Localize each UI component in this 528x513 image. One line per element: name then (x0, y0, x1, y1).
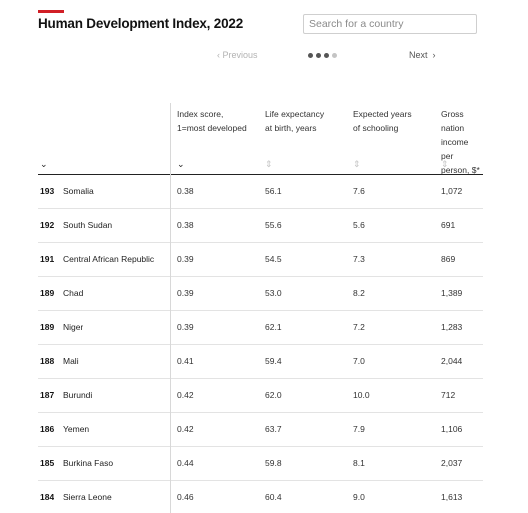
page-dot-3[interactable] (324, 53, 329, 58)
next-label: Next (409, 50, 428, 60)
gni-cell: 1,613 (441, 492, 463, 502)
page-dot-1[interactable] (308, 53, 313, 58)
index-cell: 0.39 (177, 288, 194, 298)
rank-cell: 189 (40, 322, 55, 332)
sort-updown-icon[interactable]: ⇕ (441, 159, 449, 169)
table-row[interactable]: 193 Somalia 0.38 56.1 7.6 1,072 (38, 175, 483, 209)
schooling-cell: 7.9 (353, 424, 365, 434)
schooling-cell: 10.0 (353, 390, 370, 400)
gni-cell: 1,283 (441, 322, 463, 332)
rank-cell: 185 (40, 458, 55, 468)
country-cell: South Sudan (63, 220, 113, 230)
column-header-life: Life expectancy at birth, years (265, 109, 325, 133)
index-cell: 0.46 (177, 492, 194, 502)
column-divider (170, 103, 171, 513)
country-cell: Somalia (63, 186, 94, 196)
column-header-school: Expected years of schooling (353, 109, 412, 133)
life-expectancy-cell: 63.7 (265, 424, 282, 434)
schooling-cell: 7.3 (353, 254, 365, 264)
page-dot-2[interactable] (316, 53, 321, 58)
country-cell: Burkina Faso (63, 458, 114, 468)
rank-cell: 193 (40, 186, 55, 196)
country-cell: Niger (63, 322, 84, 332)
schooling-cell: 8.2 (353, 288, 365, 298)
country-cell: Mali (63, 356, 79, 366)
gni-cell: 712 (441, 390, 456, 400)
life-expectancy-cell: 59.8 (265, 458, 282, 468)
table-row[interactable]: 191 Central African Republic 0.39 54.5 7.3 86… (38, 243, 483, 277)
previous-button[interactable]: ‹ Previous (217, 50, 258, 60)
pagination: ‹ Previous Next › (0, 50, 528, 64)
schooling-cell: 7.2 (353, 322, 365, 332)
page-title: Human Development Index, 2022 (38, 16, 244, 31)
rank-cell: 184 (40, 492, 55, 502)
chevron-right-icon: › (432, 50, 436, 60)
gni-cell: 1,389 (441, 288, 463, 298)
country-cell: Yemen (63, 424, 90, 434)
life-expectancy-cell: 53.0 (265, 288, 282, 298)
page-dots (308, 53, 340, 63)
life-expectancy-cell: 62.1 (265, 322, 282, 332)
index-cell: 0.38 (177, 220, 194, 230)
index-cell: 0.38 (177, 186, 194, 196)
rank-cell: 191 (40, 254, 55, 264)
country-cell: Burundi (63, 390, 93, 400)
schooling-cell: 5.6 (353, 220, 365, 230)
hdi-table: Index score, 1=most developed Life expec… (38, 103, 483, 513)
table-row[interactable]: 188 Mali 0.41 59.4 7.0 2,044 (38, 345, 483, 379)
column-header-gni: Gross nation income per person, $* (441, 109, 480, 175)
rank-cell: 186 (40, 424, 55, 434)
index-cell: 0.44 (177, 458, 194, 468)
gni-cell: 869 (441, 254, 456, 264)
gni-cell: 691 (441, 220, 456, 230)
schooling-cell: 9.0 (353, 492, 365, 502)
table-header: Index score, 1=most developed Life expec… (38, 103, 483, 175)
life-expectancy-cell: 55.6 (265, 220, 282, 230)
rank-cell: 188 (40, 356, 55, 366)
chevron-left-icon: ‹ (217, 50, 220, 60)
gni-cell: 2,044 (441, 356, 463, 366)
country-cell: Central African Republic (63, 254, 155, 264)
table-row[interactable]: 189 Chad 0.39 53.0 8.2 1,389 (38, 277, 483, 311)
rank-cell: 189 (40, 288, 55, 298)
next-button[interactable]: Next › (409, 50, 436, 60)
life-expectancy-cell: 59.4 (265, 356, 282, 366)
gni-cell: 1,106 (441, 424, 463, 434)
table-row[interactable]: 192 South Sudan 0.38 55.6 5.6 691 (38, 209, 483, 243)
index-cell: 0.41 (177, 356, 194, 366)
sort-updown-icon[interactable]: ⇕ (353, 159, 361, 169)
page-dot-4[interactable] (332, 53, 337, 58)
country-cell: Chad (63, 288, 84, 298)
search-input[interactable] (303, 14, 477, 34)
table-row[interactable]: 189 Niger 0.39 62.1 7.2 1,283 (38, 311, 483, 345)
schooling-cell: 7.6 (353, 186, 365, 196)
chevron-down-icon[interactable]: ⌄ (177, 159, 185, 169)
column-header-index: Index score, 1=most developed (177, 109, 247, 133)
table-row[interactable]: 184 Sierra Leone 0.46 60.4 9.0 1,613 (38, 481, 483, 513)
header-accent-bar (38, 10, 64, 13)
life-expectancy-cell: 62.0 (265, 390, 282, 400)
index-cell: 0.39 (177, 322, 194, 332)
previous-label: Previous (222, 50, 258, 60)
table-row[interactable]: 187 Burundi 0.42 62.0 10.0 712 (38, 379, 483, 413)
rank-cell: 187 (40, 390, 55, 400)
index-cell: 0.42 (177, 390, 194, 400)
schooling-cell: 8.1 (353, 458, 365, 468)
index-cell: 0.42 (177, 424, 194, 434)
life-expectancy-cell: 56.1 (265, 186, 282, 196)
country-cell: Sierra Leone (63, 492, 112, 502)
schooling-cell: 7.0 (353, 356, 365, 366)
table-row[interactable]: 186 Yemen 0.42 63.7 7.9 1,106 (38, 413, 483, 447)
table-row[interactable]: 185 Burkina Faso 0.44 59.8 8.1 2,037 (38, 447, 483, 481)
gni-cell: 1,072 (441, 186, 463, 196)
life-expectancy-cell: 54.5 (265, 254, 282, 264)
chevron-down-icon[interactable]: ⌄ (40, 159, 48, 169)
gni-cell: 2,037 (441, 458, 463, 468)
life-expectancy-cell: 60.4 (265, 492, 282, 502)
sort-updown-icon[interactable]: ⇕ (265, 159, 273, 169)
rank-cell: 192 (40, 220, 55, 230)
index-cell: 0.39 (177, 254, 194, 264)
